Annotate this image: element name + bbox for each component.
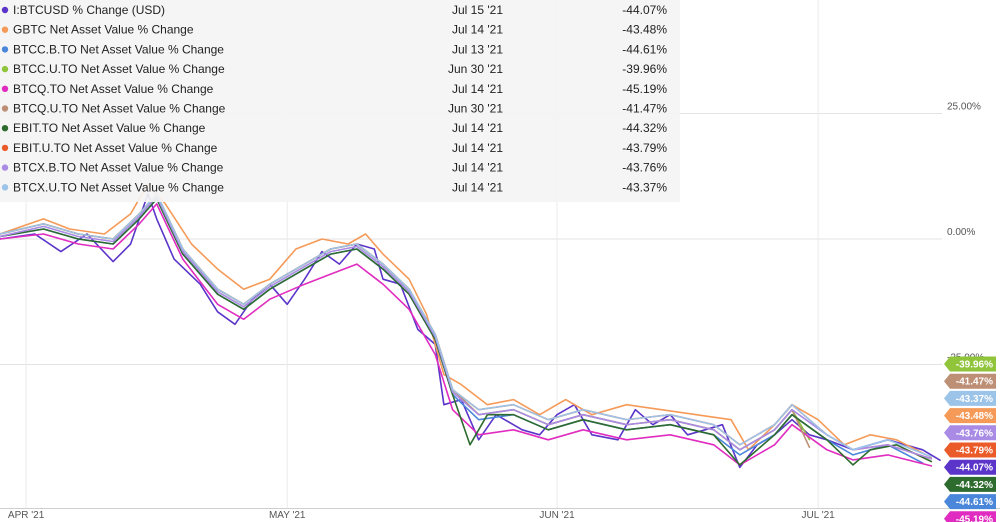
legend-value: -44.07% xyxy=(622,3,667,17)
series-lines xyxy=(0,183,941,469)
legend-marker xyxy=(1,105,9,112)
legend-value: -43.48% xyxy=(622,23,667,37)
x-tick-label: MAY '21 xyxy=(269,510,306,521)
legend-date: Jul 14 '21 xyxy=(452,141,503,155)
legend-panel xyxy=(0,0,680,202)
end-value-tag-label: -43.79% xyxy=(956,446,993,457)
x-tick-label: APR '21 xyxy=(8,510,45,521)
legend-series-name[interactable]: GBTC Net Asset Value % Change xyxy=(13,23,194,37)
y-tick-label: 0.00% xyxy=(947,227,975,238)
end-value-tag-shape xyxy=(944,390,996,406)
legend-series-name[interactable]: BTCQ.TO Net Asset Value % Change xyxy=(13,82,214,96)
end-value-tag-label: -44.07% xyxy=(956,463,993,474)
legend-value: -44.61% xyxy=(622,42,667,56)
end-value-tag: -39.96% xyxy=(944,356,996,372)
end-value-tag-shape xyxy=(944,442,996,458)
legend-date: Jul 13 '21 xyxy=(452,42,503,56)
end-value-tag-label: -39.96% xyxy=(956,360,993,371)
legend-value: -43.76% xyxy=(622,161,667,175)
end-value-tag-label: -43.37% xyxy=(956,394,993,405)
end-value-tag-shape xyxy=(944,408,996,424)
end-value-tag-label: -41.47% xyxy=(956,377,993,388)
legend-value: -43.37% xyxy=(622,180,667,194)
end-value-tag: -43.37% xyxy=(944,390,996,406)
legend-value: -39.96% xyxy=(622,62,667,76)
legend-date: Jun 30 '21 xyxy=(448,62,503,76)
legend-marker xyxy=(1,144,9,152)
legend-series-name[interactable]: EBIT.TO Net Asset Value % Change xyxy=(13,121,206,135)
series-line[interactable] xyxy=(0,203,933,467)
end-value-tag: -43.79% xyxy=(944,442,996,458)
legend-series-name[interactable]: I:BTCUSD % Change (USD) xyxy=(13,3,165,17)
end-value-tags: -39.96% -41.47% -43.37% -43.48% -43.76% -43.7… xyxy=(944,356,996,522)
end-value-tag-shape xyxy=(944,425,996,441)
series-line[interactable] xyxy=(0,193,811,451)
legend-series-name[interactable]: BTCC.B.TO Net Asset Value % Change xyxy=(13,42,224,56)
end-value-tag: -43.48% xyxy=(944,408,996,424)
legend-marker xyxy=(1,125,9,132)
legend-value: -41.47% xyxy=(622,102,667,116)
end-value-tag-label: -43.76% xyxy=(956,428,993,439)
legend-marker xyxy=(1,184,9,191)
legend-marker xyxy=(1,6,9,14)
y-axis: 25.00%0.00%-25.00% xyxy=(947,102,984,364)
legend-series-name[interactable]: BTCX.U.TO Net Asset Value % Change xyxy=(13,180,224,194)
end-value-tag-label: -45.19% xyxy=(956,514,993,522)
end-value-tag-shape xyxy=(944,459,996,475)
end-value-tag-shape xyxy=(944,476,996,492)
end-value-tag-shape xyxy=(944,511,996,522)
legend-marker xyxy=(1,65,9,73)
legend-series-name[interactable]: BTCC.U.TO Net Asset Value % Change xyxy=(13,62,225,76)
series-line[interactable] xyxy=(0,193,933,458)
series-line[interactable] xyxy=(0,193,941,469)
end-value-tag: -44.07% xyxy=(944,459,996,475)
end-value-tag: -44.32% xyxy=(944,476,996,492)
x-tick-label: JUL '21 xyxy=(802,510,836,521)
x-axis: APR '21 MAY '21 JUN '21 JUL '21 xyxy=(0,508,1000,521)
legend-value: -43.79% xyxy=(622,141,667,155)
legend-value: -44.32% xyxy=(622,121,667,135)
legend-series-name[interactable]: BTCQ.U.TO Net Asset Value % Change xyxy=(13,102,226,116)
legend-marker xyxy=(1,85,9,93)
legend-marker xyxy=(1,164,9,171)
end-value-tag: -41.47% xyxy=(944,373,996,389)
y-tick-label: 25.00% xyxy=(947,102,981,113)
legend-date: Jul 14 '21 xyxy=(452,180,503,194)
legend-date: Jul 14 '21 xyxy=(452,121,503,135)
legend-date: Jun 30 '21 xyxy=(448,102,503,116)
end-value-tag-shape xyxy=(944,356,996,372)
legend-date: Jul 14 '21 xyxy=(452,23,503,37)
series-line[interactable] xyxy=(0,198,933,466)
end-value-tag-label: -43.48% xyxy=(956,411,993,422)
x-tick-label: JUN '21 xyxy=(539,510,575,521)
legend: I:BTCUSD % Change (USD) Jul 15 '21 -44.07%… xyxy=(0,0,680,202)
series-line[interactable] xyxy=(0,193,811,451)
end-value-tag: -43.76% xyxy=(944,425,996,441)
end-value-tag-shape xyxy=(944,494,996,510)
end-value-tag-label: -44.61% xyxy=(956,497,993,508)
end-value-tag-shape xyxy=(944,373,996,389)
end-value-tag: -44.61% xyxy=(944,494,996,510)
end-value-tag: -45.19% xyxy=(944,511,996,522)
legend-date: Jul 15 '21 xyxy=(452,3,503,17)
legend-marker xyxy=(1,46,9,53)
legend-series-name[interactable]: EBIT.U.TO Net Asset Value % Change xyxy=(13,141,218,155)
legend-series-name[interactable]: BTCX.B.TO Net Asset Value % Change xyxy=(13,161,224,175)
legend-value: -45.19% xyxy=(622,82,667,96)
end-value-tag-label: -44.32% xyxy=(956,480,993,491)
legend-marker xyxy=(1,26,9,33)
legend-date: Jul 14 '21 xyxy=(452,161,503,175)
legend-date: Jul 14 '21 xyxy=(452,82,503,96)
